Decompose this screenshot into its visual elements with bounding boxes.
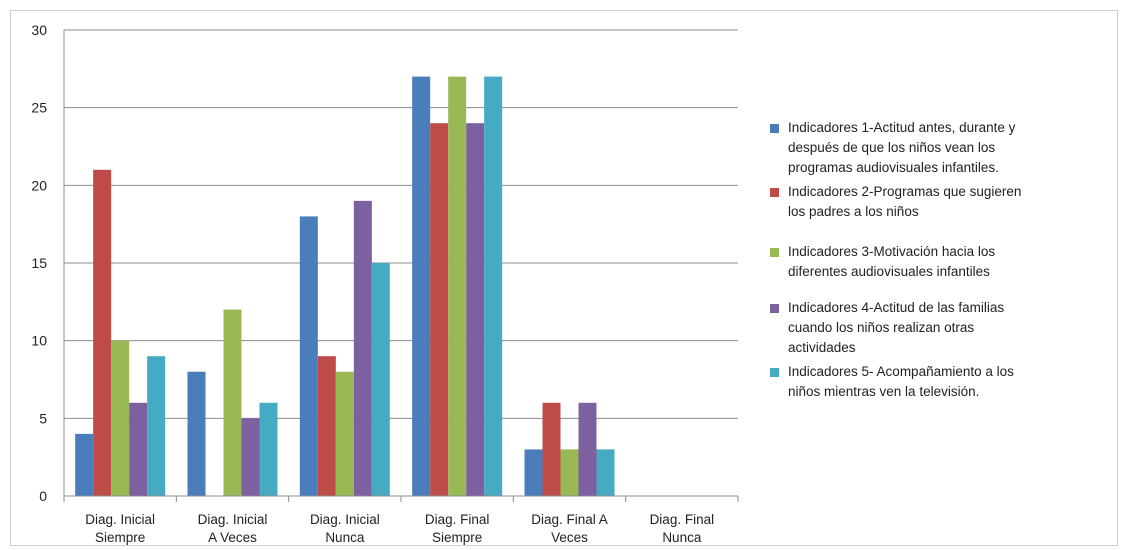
bar: [371, 263, 390, 496]
bar: [223, 309, 242, 496]
y-tick-label: 20: [31, 177, 47, 193]
bar: [542, 402, 561, 496]
bar: [241, 418, 260, 496]
x-category-label: Nunca: [325, 530, 365, 545]
bar: [317, 356, 336, 496]
x-category-label: Diag. Final: [650, 512, 715, 527]
bar: [430, 123, 449, 496]
legend-label: después de que los niños vean los: [788, 140, 996, 155]
legend-label: cuando los niños realizan otras: [788, 320, 975, 335]
legend-item: Indicadores 4-Actitud de las familias cua…: [768, 298, 1118, 358]
bar: [129, 402, 148, 496]
bars: [75, 76, 615, 497]
y-tick-label: 30: [31, 22, 47, 38]
x-category-label: Diag. Inicial: [310, 512, 380, 527]
bar: [448, 76, 467, 496]
bar: [596, 449, 615, 496]
legend-swatch: [770, 248, 779, 257]
bar: [187, 371, 206, 496]
legend-swatch: [770, 124, 779, 133]
bar: [147, 356, 166, 496]
bar: [524, 449, 543, 496]
legend-label: Indicadores 1-Actitud antes, durante y: [788, 120, 1016, 135]
axes: [63, 30, 739, 502]
y-tick-label: 0: [39, 488, 47, 504]
y-tick-label: 25: [31, 100, 47, 116]
bar: [93, 169, 112, 497]
legend-item: Indicadores 1-Actitud antes, durante y de…: [768, 118, 1118, 178]
x-category-label: Siempre: [95, 530, 145, 545]
legend-swatch: [770, 304, 779, 313]
y-tick-label: 15: [31, 255, 47, 271]
x-axis-category-labels: Diag. Inicial Siempre Diag. Inicial A Veces…: [85, 512, 714, 545]
bar: [466, 123, 485, 496]
legend-swatch: [770, 368, 779, 377]
y-axis-tick-labels: 0 5 10 15 20 25 30: [31, 22, 47, 504]
x-category-label: Diag. Final: [425, 512, 490, 527]
x-category-label: Nunca: [662, 530, 702, 545]
legend-label: Indicadores 2-Programas que sugieren: [788, 184, 1022, 199]
x-category-label: Diag. Inicial: [85, 512, 155, 527]
legend-label: Indicadores 5- Acompañamiento a los: [788, 364, 1014, 379]
bar: [75, 433, 94, 496]
bar: [560, 449, 579, 496]
legend-label: niños mientras ven la televisión.: [788, 384, 980, 399]
legend-item: Indicadores 5- Acompañamiento a los niños…: [768, 362, 1118, 402]
legend-label: los padres a los niños: [788, 204, 919, 219]
bar: [578, 402, 597, 496]
legend-label: programas audiovisuales infantiles.: [788, 160, 999, 175]
legend-label: actividades: [788, 340, 856, 355]
x-category-label: Diag. Final A: [531, 512, 608, 527]
legend-label: diferentes audiovisuales infantiles: [788, 264, 990, 279]
y-tick-label: 10: [31, 333, 47, 349]
bar: [412, 76, 431, 496]
x-category-label: A Veces: [208, 530, 257, 545]
legend: Indicadores 1-Actitud antes, durante y de…: [768, 118, 1118, 402]
bar: [259, 402, 278, 496]
x-category-label: Siempre: [432, 530, 482, 545]
bar: [111, 340, 130, 496]
legend-item: Indicadores 2-Programas que sugieren los …: [768, 182, 1118, 222]
legend-label: Indicadores 4-Actitud de las familias: [788, 300, 1005, 315]
y-tick-label: 5: [39, 410, 47, 426]
bar: [299, 216, 318, 496]
bar: [484, 76, 503, 496]
x-category-label: Veces: [551, 530, 588, 545]
legend-swatch: [770, 188, 779, 197]
bar: [335, 371, 354, 496]
x-category-label: Diag. Inicial: [198, 512, 268, 527]
bar: [353, 200, 372, 496]
legend-label: Indicadores 3-Motivación hacia los: [788, 244, 996, 259]
legend-item: Indicadores 3-Motivación hacia los difere…: [768, 242, 1118, 282]
